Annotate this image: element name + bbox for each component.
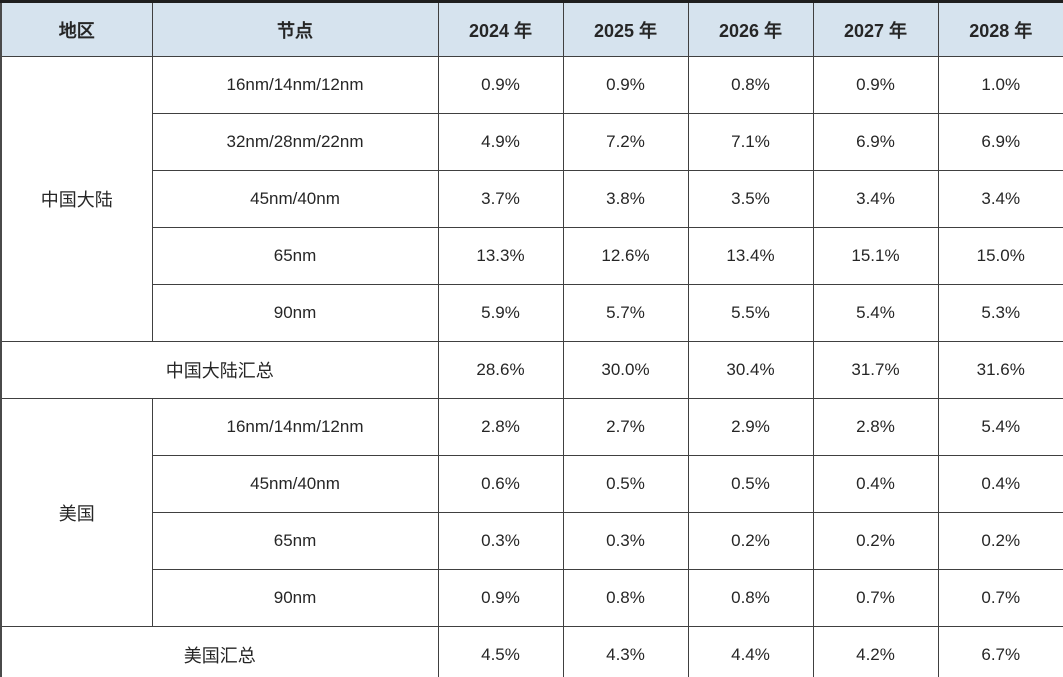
value-cell: 30.4%: [687, 341, 814, 399]
table-row: 中国大陆 16nm/14nm/12nm 0.9% 0.9% 0.8% 0.9% …: [0, 56, 1063, 342]
value-cell: 4.5%: [437, 626, 564, 677]
node-cell: 65nm: [151, 512, 439, 570]
node-cell: 16nm/14nm/12nm: [151, 398, 439, 456]
value-cell: 5.5%: [687, 284, 814, 342]
value-cell: 0.8%: [687, 569, 814, 627]
node-cell: 65nm: [151, 227, 439, 285]
value-cell: 5.4%: [812, 284, 939, 342]
header-year-2027: 2027 年: [812, 1, 939, 57]
summary-row-usa: 美国汇总 4.5% 4.3% 4.4% 4.2% 6.7%: [0, 626, 1063, 677]
value-cell: 13.3%: [437, 227, 564, 285]
header-node: 节点: [151, 1, 439, 57]
value-cell: 5.4%: [937, 398, 1063, 456]
header-year-2028: 2028 年: [937, 1, 1063, 57]
header-year-2025: 2025 年: [562, 1, 689, 57]
value-cell: 5.9%: [437, 284, 564, 342]
value-cell: 0.7%: [937, 569, 1063, 627]
value-cell: 4.4%: [687, 626, 814, 677]
value-cell: 3.7%: [437, 170, 564, 228]
value-cell: 0.9%: [437, 56, 564, 114]
region-cell-usa: 美国: [0, 398, 153, 627]
summary-row-china: 中国大陆汇总 28.6% 30.0% 30.4% 31.7% 31.6%: [0, 341, 1063, 399]
value-cell: 0.5%: [562, 455, 689, 513]
node-cell: 45nm/40nm: [151, 455, 439, 513]
value-cell: 2.8%: [812, 398, 939, 456]
value-cell: 6.7%: [937, 626, 1063, 677]
value-cell: 4.3%: [562, 626, 689, 677]
value-cell: 3.4%: [937, 170, 1063, 228]
header-year-2026: 2026 年: [687, 1, 814, 57]
value-cell: 30.0%: [562, 341, 689, 399]
table-row: 65nm 0.3% 0.3% 0.2% 0.2% 0.2%: [1, 512, 1063, 570]
value-cell: 1.0%: [937, 56, 1063, 114]
node-cell: 90nm: [151, 284, 439, 342]
value-cell: 0.3%: [437, 512, 564, 570]
value-cell: 0.9%: [562, 56, 689, 114]
value-cell: 6.9%: [812, 113, 939, 171]
node-cell: 90nm: [151, 569, 439, 627]
header-region: 地区: [0, 1, 153, 57]
header-year-2024: 2024 年: [437, 1, 564, 57]
table-row: 美国 16nm/14nm/12nm 2.8% 2.7% 2.9% 2.8% 5.…: [0, 398, 1063, 627]
value-cell: 6.9%: [937, 113, 1063, 171]
value-cell: 3.8%: [562, 170, 689, 228]
value-cell: 2.7%: [562, 398, 689, 456]
value-cell: 0.9%: [437, 569, 564, 627]
value-cell: 3.4%: [812, 170, 939, 228]
value-cell: 4.2%: [812, 626, 939, 677]
value-cell: 0.4%: [937, 455, 1063, 513]
value-cell: 12.6%: [562, 227, 689, 285]
value-cell: 28.6%: [437, 341, 564, 399]
node-cell: 45nm/40nm: [151, 170, 439, 228]
header-row: 地区 节点 2024 年 2025 年 2026 年 2027 年 2028 年: [0, 1, 1063, 57]
value-cell: 0.2%: [812, 512, 939, 570]
value-cell: 2.8%: [437, 398, 564, 456]
value-cell: 3.5%: [687, 170, 814, 228]
value-cell: 0.9%: [812, 56, 939, 114]
value-cell: 0.3%: [562, 512, 689, 570]
value-cell: 15.1%: [812, 227, 939, 285]
table-row: 90nm 5.9% 5.7% 5.5% 5.4% 5.3%: [1, 284, 1063, 342]
value-cell: 0.8%: [562, 569, 689, 627]
value-cell: 13.4%: [687, 227, 814, 285]
summary-label-china: 中国大陆汇总: [0, 341, 439, 399]
table-row: 90nm 0.9% 0.8% 0.8% 0.7% 0.7%: [1, 569, 1063, 627]
node-cell: 32nm/28nm/22nm: [151, 113, 439, 171]
value-cell: 7.2%: [562, 113, 689, 171]
table-row: 32nm/28nm/22nm 4.9% 7.2% 7.1% 6.9% 6.9%: [1, 113, 1063, 171]
value-cell: 31.6%: [937, 341, 1063, 399]
region-cell-china: 中国大陆: [0, 56, 153, 342]
summary-label-usa: 美国汇总: [0, 626, 439, 677]
table-row: 65nm 13.3% 12.6% 13.4% 15.1% 15.0%: [1, 227, 1063, 285]
value-cell: 5.7%: [562, 284, 689, 342]
value-cell: 0.5%: [687, 455, 814, 513]
value-cell: 4.9%: [437, 113, 564, 171]
value-cell: 0.2%: [687, 512, 814, 570]
value-cell: 7.1%: [687, 113, 814, 171]
value-cell: 31.7%: [812, 341, 939, 399]
value-cell: 0.2%: [937, 512, 1063, 570]
value-cell: 2.9%: [687, 398, 814, 456]
value-cell: 0.7%: [812, 569, 939, 627]
table-row: 45nm/40nm 0.6% 0.5% 0.5% 0.4% 0.4%: [1, 455, 1063, 513]
value-cell: 0.8%: [687, 56, 814, 114]
node-cell: 16nm/14nm/12nm: [151, 56, 439, 114]
value-cell: 0.6%: [437, 455, 564, 513]
value-cell: 0.4%: [812, 455, 939, 513]
value-cell: 5.3%: [937, 284, 1063, 342]
table-row: 45nm/40nm 3.7% 3.8% 3.5% 3.4% 3.4%: [1, 170, 1063, 228]
value-cell: 15.0%: [937, 227, 1063, 285]
